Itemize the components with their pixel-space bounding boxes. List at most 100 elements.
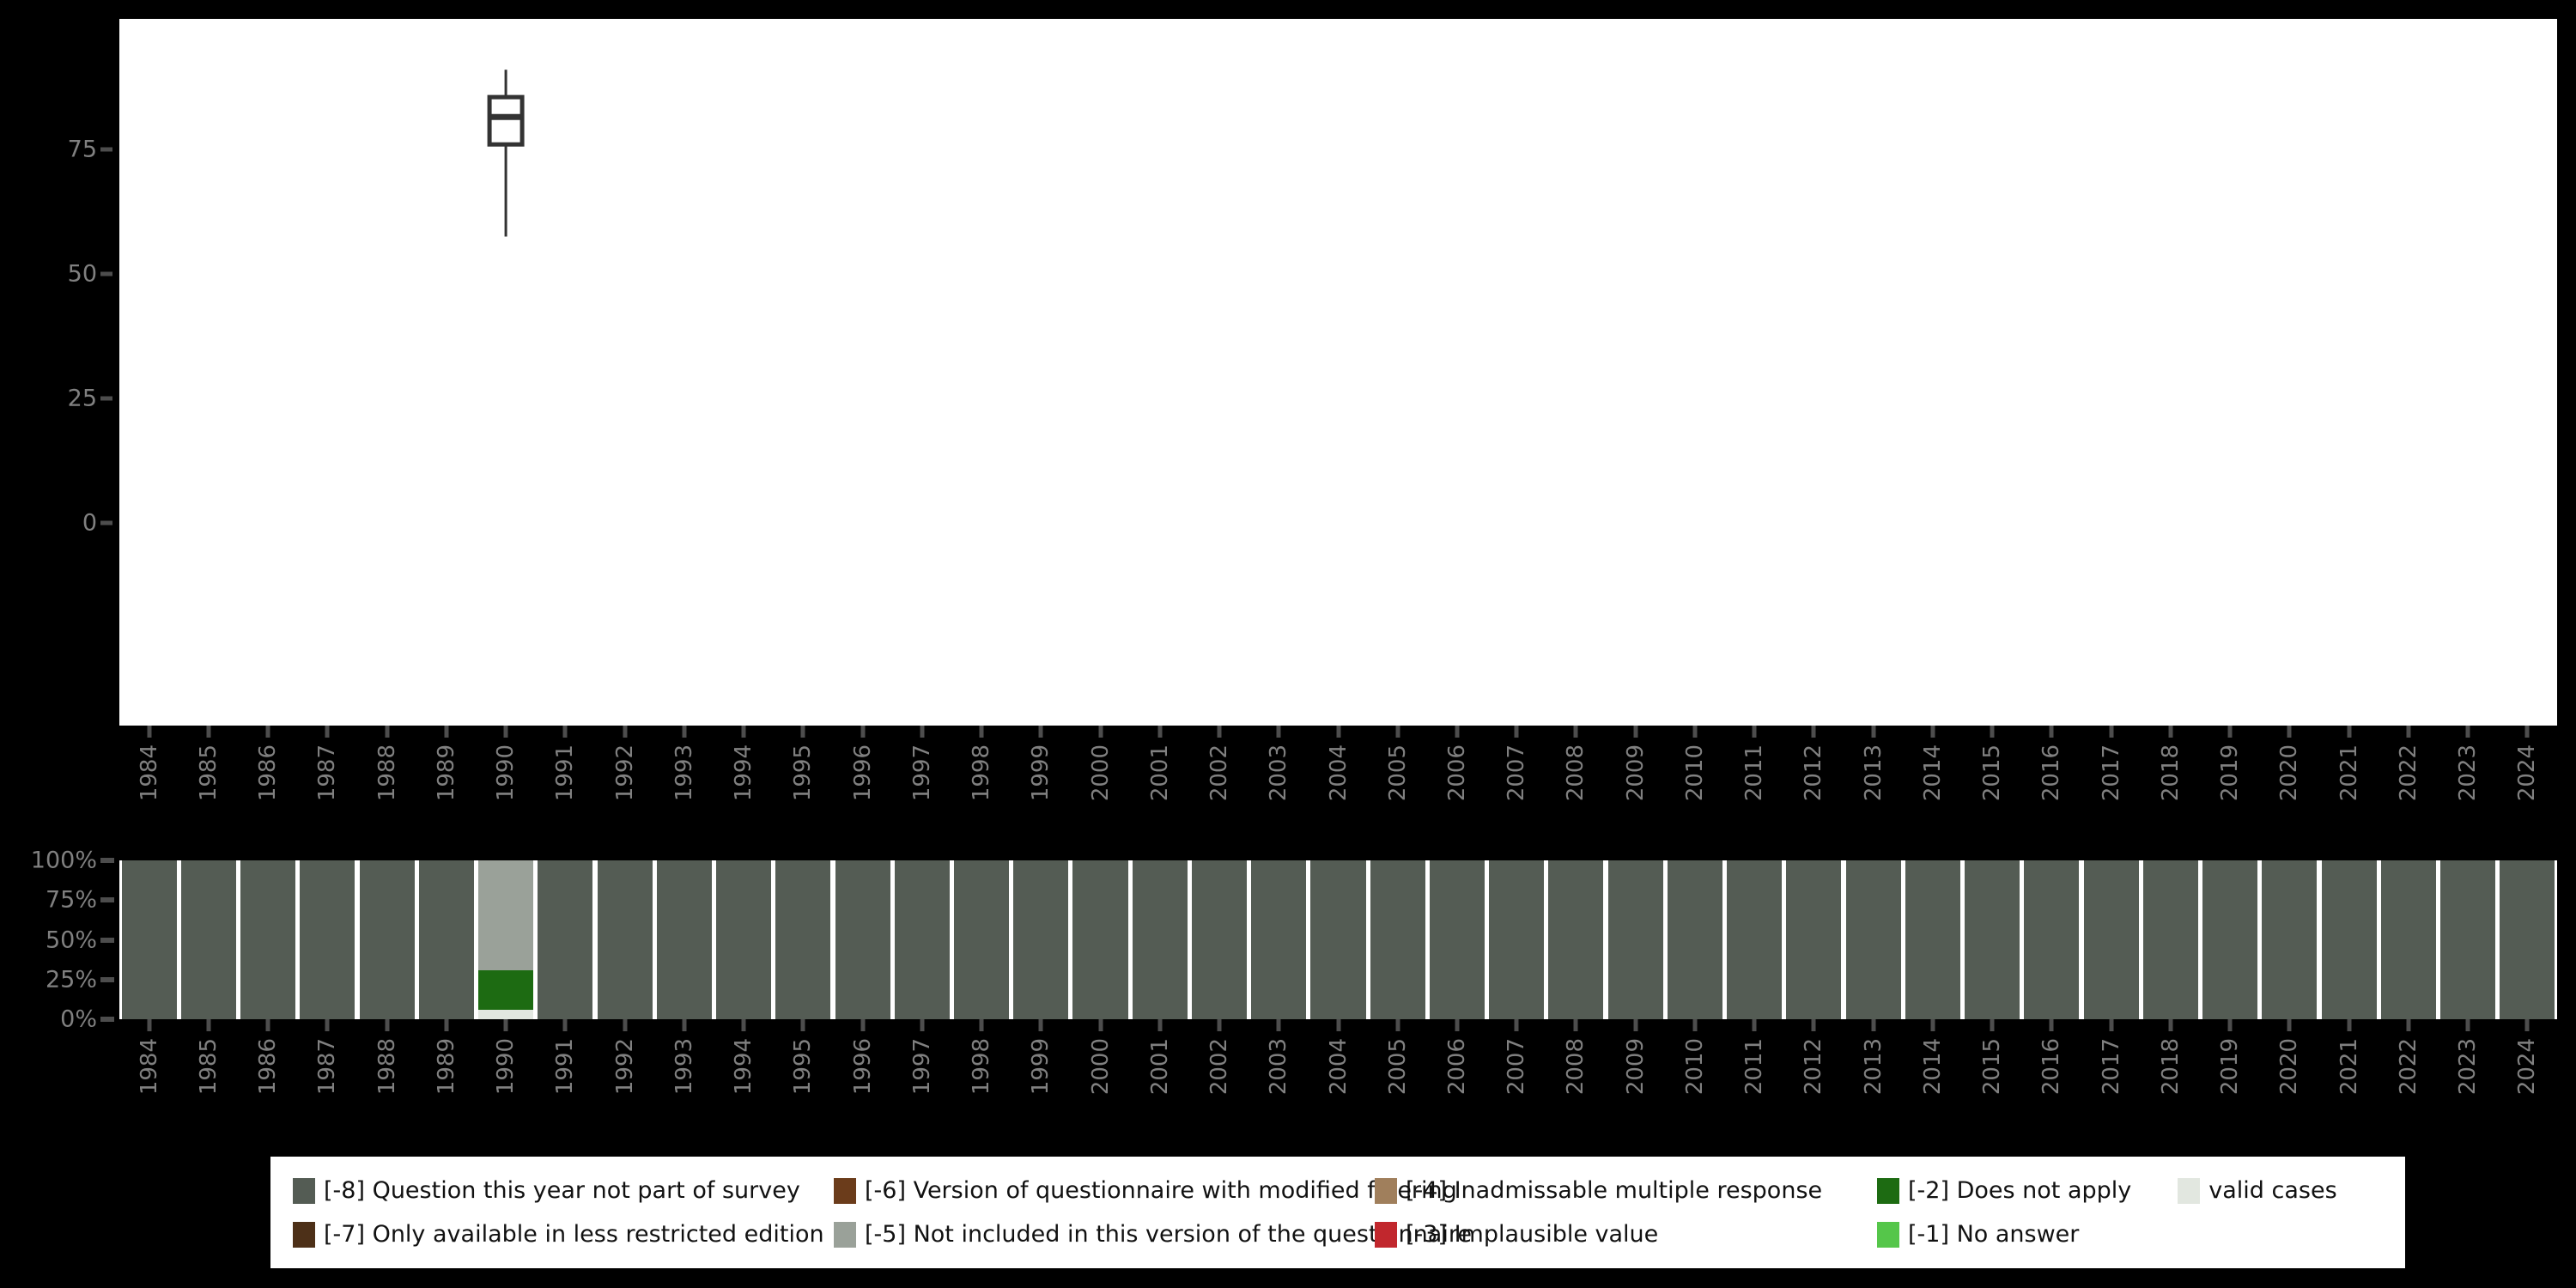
boxplot-x-tick-label: 2021 [2336,744,2362,802]
barchart-x-tick-mark [2524,1019,2530,1031]
stacked-bar-2021[interactable] [2321,860,2377,1019]
stacked-bar-2020[interactable] [2262,860,2318,1019]
stacked-bar-1992[interactable] [597,860,653,1019]
stacked-bar-2019[interactable] [2202,860,2258,1019]
barchart-x-tick-label: 2005 [1384,1038,1411,1096]
barchart-x-tick-mark [2227,1019,2233,1031]
boxplot-x-tick-label: 2008 [1563,744,1589,802]
barchart-x-tick-mark [979,1019,984,1031]
legend-item[interactable]: [-7] Only available in less restricted e… [293,1212,834,1256]
barchart-x-tick-label: 2014 [1919,1038,1946,1096]
barchart-y-tick-label: 50% [45,927,97,953]
stacked-bar-1988[interactable] [359,860,415,1019]
stacked-bar-2004[interactable] [1310,860,1366,1019]
stacked-bar-1994[interactable] [716,860,772,1019]
barchart-x-tick-label: 1987 [314,1038,341,1096]
boxplot-x-tick-mark [2168,726,2173,738]
boxplot-x-tick-mark [623,726,628,738]
bar-segment [775,860,831,1019]
stacked-bar-1989[interactable] [418,860,474,1019]
stacked-bar-2024[interactable] [2500,860,2555,1019]
legend-item[interactable]: [-5] Not included in this version of the… [834,1212,1472,1256]
stacked-bar-2006[interactable] [1429,860,1485,1019]
barchart-x-tick-label: 2021 [2336,1038,2362,1096]
legend-item[interactable]: [-4] Inadmissable multiple response [1375,1169,1877,1212]
stacked-bar-2014[interactable] [1905,860,1960,1019]
stacked-bar-1996[interactable] [835,860,890,1019]
boxplot-x-tick-mark [1395,726,1400,738]
stacked-bar-2013[interactable] [1845,860,1901,1019]
bar-segment [954,860,1010,1019]
stacked-bar-2005[interactable] [1370,860,1425,1019]
stacked-bar-2000[interactable] [1072,860,1128,1019]
stacked-bar-2016[interactable] [2024,860,2080,1019]
stacked-bar-2010[interactable] [1667,860,1722,1019]
boxplot-x-tick-mark [800,726,805,738]
barchart-x-tick-mark [2465,1019,2470,1031]
boxplot-x-tick-label: 2018 [2157,744,2184,802]
boxplot-x-tick-label: 1985 [195,744,222,802]
stacked-bar-2022[interactable] [2380,860,2436,1019]
boxplot-x-tick-label: 1984 [136,744,162,802]
bar-segment [1727,860,1783,1019]
stacked-bar-2017[interactable] [2083,860,2139,1019]
legend-item-label: [-5] Not included in this version of the… [865,1221,1472,1248]
legend-item[interactable]: [-1] No answer [1877,1212,2306,1256]
legend-swatch-icon [834,1221,856,1248]
stacked-bar-1985[interactable] [180,860,236,1019]
legend-item[interactable]: [-6] Version of questionnaire with modif… [834,1169,1457,1212]
stacked-bar-2015[interactable] [1965,860,2020,1019]
stacked-bar-2018[interactable] [2142,860,2198,1019]
barchart-x-tick-mark [800,1019,805,1031]
stacked-bar-1986[interactable] [240,860,296,1019]
barchart-x-tick-mark [2109,1019,2114,1031]
legend-item[interactable]: [-8] Question this year not part of surv… [293,1169,834,1212]
stacked-bar-2003[interactable] [1251,860,1307,1019]
stacked-bar-1998[interactable] [954,860,1010,1019]
boxplot-x-tick-label: 2011 [1741,744,1768,802]
barchart-x-tick-label: 1996 [849,1038,876,1096]
stacked-bar-1987[interactable] [300,860,355,1019]
stacked-bar-1991[interactable] [538,860,593,1019]
legend-item[interactable]: [-2] Does not apply valid cases [1877,1169,2337,1212]
boxplot-x-tick-mark [2109,726,2114,738]
stacked-bar-1999[interactable] [1013,860,1069,1019]
boxplot-x-tick-mark [979,726,984,738]
stacked-bar-1993[interactable] [656,860,712,1019]
stacked-bar-2009[interactable] [1607,860,1663,1019]
boxplot-x-tick-mark [2524,726,2530,738]
bar-segment [597,860,653,1019]
stacked-bar-2011[interactable] [1727,860,1783,1019]
stacked-bar-1995[interactable] [775,860,831,1019]
legend-swatch-icon [1877,1177,1899,1204]
barchart-y-tick-mark [100,976,114,982]
barchart-x-tick-mark [265,1019,270,1031]
stacked-bar-2007[interactable] [1489,860,1545,1019]
stacked-bar-1984[interactable] [121,860,177,1019]
stacked-bar-2008[interactable] [1548,860,1604,1019]
barchart-x-tick-mark [1811,1019,1816,1031]
stacked-bar-1990[interactable] [478,860,534,1019]
legend-item-label: [-4] Inadmissable multiple response [1406,1177,1823,1204]
boxplot-x-tick-mark [682,726,687,738]
barchart-y-axis: 100% 75% 50% 25% 0% [0,849,119,1031]
boxplot-x-tick-label: 2004 [1325,744,1352,802]
legend-item-label: [-7] Only available in less restricted e… [324,1221,824,1248]
bar-segment [1965,860,2020,1019]
boxplot-x-tick-label: 2000 [1087,744,1114,802]
legend-swatch-icon [1877,1221,1899,1248]
stacked-bar-1997[interactable] [894,860,950,1019]
stacked-bar-2001[interactable] [1132,860,1188,1019]
legend-item[interactable]: [-3] Implausible value [1375,1212,1877,1256]
stacked-bar-2002[interactable] [1191,860,1248,1019]
barchart-x-tick-label: 1990 [493,1038,519,1096]
legend-swatch-icon [293,1177,315,1204]
boxplot-x-tick-mark [2227,726,2233,738]
stacked-bar-2023[interactable] [2440,860,2496,1019]
stacked-bar-2012[interactable] [1786,860,1842,1019]
bar-segment [1191,860,1248,1019]
bar-segment [1667,860,1722,1019]
boxplot-x-tick-mark [1038,726,1043,738]
barchart-y-tick-label: 0% [60,1005,97,1033]
bar-segment [538,860,593,1019]
